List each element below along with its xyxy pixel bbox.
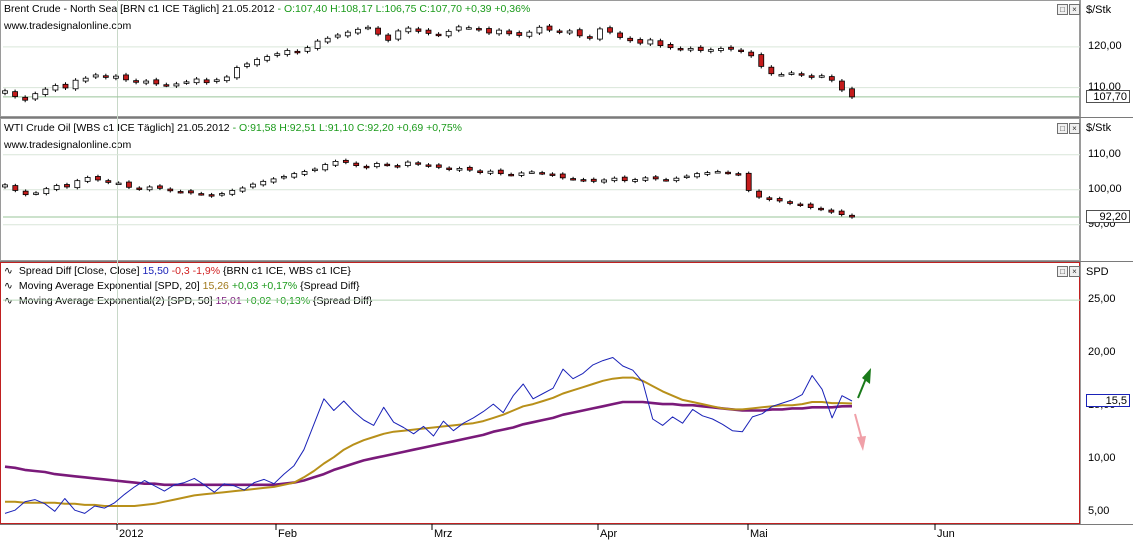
spread-legend-2-value: 15,26 xyxy=(202,280,229,292)
wti-last-value: 92,20 xyxy=(1086,210,1130,224)
brent-pane: Brent Crude - North Sea [BRN c1 ICE Tägl… xyxy=(0,0,1133,117)
spread-legend-1-label: Spread Diff [Close, Close] xyxy=(18,265,140,277)
spread-legend-2[interactable]: ∿ Moving Average Exponential [SPD, 20] 1… xyxy=(4,280,359,293)
spread-legend-3-label: Moving Average Exponential(2) [SPD, 50] xyxy=(18,295,213,307)
spread-legend-1[interactable]: ∿ Spread Diff [Close, Close] 15,50 -0,3 … xyxy=(4,265,351,278)
x-tick-label: Feb xyxy=(278,528,297,540)
spread-unit: SPD xyxy=(1086,266,1109,278)
wti-ohlc: - O:91,58 H:92,51 L:91,10 C:92,20 +0,69 … xyxy=(232,122,462,134)
x-tick-label: 2012 xyxy=(119,528,144,540)
x-tick-label: Jun xyxy=(937,528,955,540)
wti-maximize-button[interactable]: □ xyxy=(1057,123,1068,134)
brent-title-text: Brent Crude - North Sea [BRN c1 ICE Tägl… xyxy=(4,3,275,15)
spread-legend-3-change: +0,02 +0,13% xyxy=(244,295,311,307)
spread-ytick: 10,00 xyxy=(1088,452,1116,465)
wti-close-button[interactable]: × xyxy=(1069,123,1080,134)
x-tick-label: Apr xyxy=(600,528,618,540)
spread-close-button[interactable]: × xyxy=(1069,266,1080,277)
spread-legend-2-label: Moving Average Exponential [SPD, 20] xyxy=(18,280,200,292)
spread-pane: ∿ Spread Diff [Close, Close] 15,50 -0,3 … xyxy=(0,262,1133,524)
wti-title: WTI Crude Oil [WBS c1 ICE Täglich] 21.05… xyxy=(4,122,462,135)
line-style-icon: ∿ xyxy=(4,280,13,292)
spread-maximize-button[interactable]: □ xyxy=(1057,266,1068,277)
brent-ytick: 120,00 xyxy=(1088,39,1122,52)
wti-pane: WTI Crude Oil [WBS c1 ICE Täglich] 21.05… xyxy=(0,118,1133,261)
wti-title-text: WTI Crude Oil [WBS c1 ICE Täglich] 21.05… xyxy=(4,122,230,134)
spread-legend-3-source: {Spread Diff} xyxy=(312,295,373,307)
spread-last-value: 15,5 xyxy=(1086,393,1130,407)
brent-site: www.tradesignalonline.com xyxy=(4,20,132,32)
wti-ytick: 110,00 xyxy=(1088,147,1121,160)
spread-ytick: 25,00 xyxy=(1088,293,1116,306)
wti-unit: $/Stk xyxy=(1086,122,1112,134)
brent-unit: $/Stk xyxy=(1086,4,1112,16)
brent-close-button[interactable]: × xyxy=(1069,4,1080,15)
spread-legend-3[interactable]: ∿ Moving Average Exponential(2) [SPD, 50… xyxy=(4,295,372,308)
wti-ytick: 100,00 xyxy=(1088,182,1122,195)
brent-title: Brent Crude - North Sea [BRN c1 ICE Tägl… xyxy=(4,3,530,16)
line-style-icon: ∿ xyxy=(4,265,13,277)
brent-ohlc: - O:107,40 H:108,17 L:106,75 C:107,70 +0… xyxy=(277,3,531,15)
spread-legend-1-change: -0,3 -1,9% xyxy=(171,265,221,277)
brent-ytick: 110,00 xyxy=(1088,80,1121,93)
x-tick-label: Mai xyxy=(750,528,768,540)
x-tick-label: Mrz xyxy=(434,528,453,540)
spread-legend-1-value: 15,50 xyxy=(142,265,169,277)
spread-legend-2-change: +0,03 +0,17% xyxy=(231,280,298,292)
spread-legend-2-source: {Spread Diff} xyxy=(300,280,360,292)
line-style-icon: ∿ xyxy=(4,295,13,307)
spread-ytick: 5,00 xyxy=(1088,505,1110,518)
brent-maximize-button[interactable]: □ xyxy=(1057,4,1068,15)
wti-site: www.tradesignalonline.com xyxy=(4,139,132,151)
brent-last-value: 107,70 xyxy=(1086,89,1130,103)
spread-legend-3-value: 15,01 xyxy=(215,295,242,307)
spread-ytick: 20,00 xyxy=(1088,346,1116,359)
spread-legend-1-source: {BRN c1 ICE, WBS c1 ICE} xyxy=(223,265,351,277)
